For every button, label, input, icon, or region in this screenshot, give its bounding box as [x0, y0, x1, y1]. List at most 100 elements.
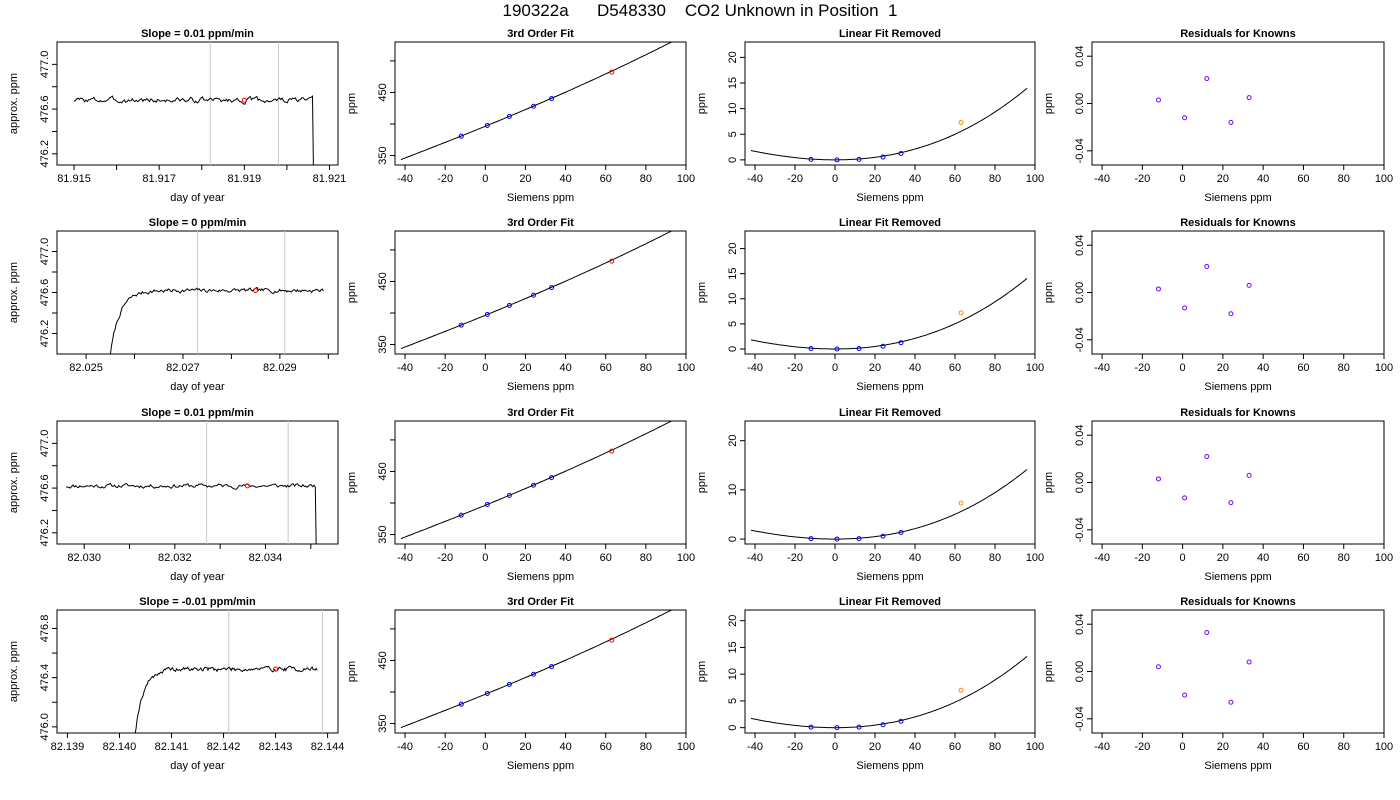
known-point [898, 529, 904, 535]
x-tick-label: 82.140 [103, 741, 137, 753]
unknown-point [609, 637, 615, 643]
x-axis-label: Siemens ppm [507, 571, 574, 583]
plot-frame [1091, 609, 1385, 734]
y-axis-label: ppm [346, 93, 358, 114]
y-tick-label: 0.04 [1074, 234, 1086, 255]
x-axis-label: Siemens ppm [507, 760, 574, 772]
y-tick-label: 0 [727, 536, 739, 542]
panel-title: Linear Fit Removed [839, 217, 941, 229]
y-tick-label: 476.2 [39, 519, 51, 547]
known-point [484, 122, 490, 128]
x-tick-label: -20 [1134, 552, 1150, 564]
residual-point [1228, 699, 1234, 705]
y-tick-label: 476.6 [39, 279, 51, 307]
x-tick-label: -20 [1134, 741, 1150, 753]
x-tick-label: 40 [559, 741, 571, 753]
y-tick-label: 15 [727, 268, 739, 280]
x-tick-label: 81.921 [313, 173, 347, 185]
x-axis-label: day of year [170, 192, 225, 204]
x-tick-label: 40 [1257, 741, 1269, 753]
y-tick-label: 0 [727, 346, 739, 352]
y-axis-label: approx. ppm [8, 73, 20, 134]
panel-title: Slope = -0.01 ppm/min [139, 596, 256, 608]
x-tick-label: 100 [1026, 362, 1044, 374]
plot-frame [744, 230, 1036, 355]
unknown-point [273, 666, 279, 672]
data-trace [109, 286, 324, 354]
y-tick-label: 10 [727, 103, 739, 115]
residual-point [1204, 629, 1210, 635]
plot-frame [1091, 41, 1385, 166]
x-tick-label: 80 [640, 362, 652, 374]
known-point [549, 664, 555, 670]
plot-frame [1091, 230, 1385, 355]
residual-point [1204, 263, 1210, 269]
y-tick-label: 15 [727, 77, 739, 89]
panel-r1-c2: 3rd Order Fit -40 -20 0 20 40 60 80 100 350 450 Sie… [346, 28, 695, 204]
y-tick-label: 477.0 [39, 238, 51, 266]
y-tick-label: 20 [727, 51, 739, 63]
panel-title: Slope = 0.01 ppm/min [141, 28, 254, 40]
panel-r3-c2: 3rd Order Fit -40 -20 0 20 40 60 80 100 350 450 Sie… [346, 407, 695, 583]
panel-title: Residuals for Knowns [1180, 217, 1296, 229]
panel-title: Residuals for Knowns [1180, 596, 1296, 608]
y-tick-label: 10 [727, 293, 739, 305]
known-point [458, 322, 464, 328]
x-tick-label: 20 [1217, 362, 1229, 374]
plot-frame [744, 420, 1036, 545]
residual-point [1182, 305, 1188, 311]
x-tick-label: 82.027 [166, 362, 200, 374]
fit-curve [750, 278, 1028, 350]
y-tick-label: 476.8 [39, 615, 51, 643]
y-tick-label: 10 [727, 668, 739, 680]
plot-area [1155, 263, 1252, 317]
x-tick-label: 80 [640, 173, 652, 185]
y-tick-label: 15 [727, 641, 739, 653]
known-point [834, 157, 840, 163]
x-tick-label: -40 [747, 362, 763, 374]
x-tick-label: -20 [437, 173, 453, 185]
panel-title: Slope = 0.01 ppm/min [141, 407, 254, 419]
x-tick-label: 82.139 [51, 741, 85, 753]
known-point [549, 285, 555, 291]
known-point [856, 345, 862, 351]
residual-point [1155, 97, 1161, 103]
x-tick-label: 100 [677, 552, 695, 564]
plot-area [400, 42, 673, 161]
unknown-point [958, 119, 964, 125]
y-tick-label: 350 [377, 335, 389, 353]
x-tick-label: 40 [909, 173, 921, 185]
y-tick-label: 477.0 [39, 430, 51, 458]
x-tick-label: 80 [989, 552, 1001, 564]
x-tick-label: 81.917 [142, 173, 176, 185]
x-tick-label: 60 [600, 173, 612, 185]
x-tick-label: 40 [559, 173, 571, 185]
known-point [549, 96, 555, 102]
panel-r3-c3: Linear Fit Removed -40 -20 0 20 40 60 80 100 0 10 2… [696, 407, 1044, 583]
x-tick-label: 60 [1297, 741, 1309, 753]
x-tick-label: -20 [1134, 173, 1150, 185]
x-tick-label: 40 [1257, 173, 1269, 185]
known-point [808, 345, 814, 351]
x-tick-label: 60 [949, 552, 961, 564]
y-axis-label: ppm [1043, 472, 1055, 493]
x-tick-label: 80 [989, 362, 1001, 374]
x-tick-label: -40 [747, 552, 763, 564]
x-tick-label: 82.142 [207, 741, 241, 753]
x-tick-label: 60 [1297, 173, 1309, 185]
x-tick-label: 100 [1026, 173, 1044, 185]
x-tick-label: 20 [519, 362, 531, 374]
panel-r4-c2: 3rd Order Fit -40 -20 0 20 40 60 80 100 350 450 Sie… [346, 596, 695, 772]
x-axis-label: Siemens ppm [507, 381, 574, 393]
y-axis-label: ppm [696, 472, 708, 493]
known-point [880, 722, 886, 728]
panel-r1-c3: Linear Fit Removed -40 -20 0 20 40 60 80 100 0 5 10… [696, 28, 1044, 204]
x-tick-label: 20 [519, 173, 531, 185]
known-point [506, 681, 512, 687]
x-tick-label: -40 [397, 362, 413, 374]
known-point [458, 701, 464, 707]
y-tick-label: 20 [727, 242, 739, 254]
x-tick-label: 0 [482, 173, 488, 185]
panel-r2-c2: 3rd Order Fit -40 -20 0 20 40 60 80 100 350 450 Sie… [346, 217, 695, 393]
x-tick-label: 82.025 [69, 362, 103, 374]
